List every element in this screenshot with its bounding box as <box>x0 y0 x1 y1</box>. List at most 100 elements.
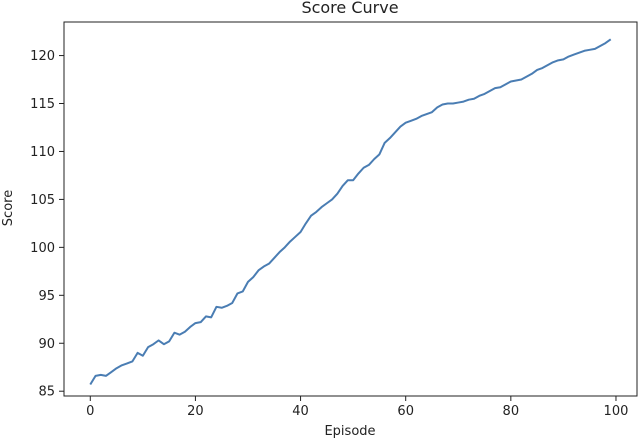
data-point <box>247 281 249 283</box>
data-point <box>342 185 344 187</box>
data-point <box>399 126 401 128</box>
y-tick-label: 100 <box>30 241 55 256</box>
y-tick-label: 95 <box>38 289 55 304</box>
data-point <box>310 215 312 217</box>
y-axis-label: Score <box>1 190 16 226</box>
data-point <box>526 76 528 78</box>
data-point <box>415 118 417 120</box>
data-point <box>583 50 585 52</box>
data-point <box>284 246 286 248</box>
data-point <box>231 302 233 304</box>
data-point <box>331 198 333 200</box>
data-point <box>189 326 191 328</box>
data-point <box>179 334 181 336</box>
data-point <box>226 305 228 307</box>
data-point <box>484 93 486 95</box>
data-point <box>142 355 144 357</box>
data-point <box>547 64 549 66</box>
data-point <box>210 316 212 318</box>
series-line <box>89 38 612 386</box>
data-point <box>147 346 149 348</box>
data-point <box>578 52 580 54</box>
data-point <box>168 340 170 342</box>
data-point <box>505 83 507 85</box>
data-point <box>215 306 217 308</box>
data-point <box>126 362 128 364</box>
data-point <box>184 331 186 333</box>
data-point <box>252 276 254 278</box>
data-point <box>552 61 554 63</box>
x-tick-label: 100 <box>604 404 629 419</box>
data-point <box>436 106 438 108</box>
x-tick-label: 0 <box>86 404 94 419</box>
data-point <box>410 120 412 122</box>
data-point <box>520 79 522 81</box>
data-point <box>163 343 165 345</box>
data-point <box>200 321 202 323</box>
data-point <box>242 290 244 292</box>
data-point <box>289 241 291 243</box>
chart-title: Score Curve <box>301 0 398 17</box>
data-point <box>373 158 375 160</box>
data-point <box>258 269 260 271</box>
data-point <box>268 263 270 265</box>
y-tick-label: 85 <box>38 385 55 400</box>
data-point <box>205 315 207 317</box>
data-point <box>158 339 160 341</box>
data-point <box>468 99 470 101</box>
data-point <box>121 364 123 366</box>
data-point <box>152 343 154 345</box>
y-tick-label: 105 <box>30 193 55 208</box>
data-point <box>131 360 133 362</box>
y-tick-label: 115 <box>30 97 55 112</box>
data-point <box>378 153 380 155</box>
data-point <box>389 137 391 139</box>
data-point <box>137 352 139 354</box>
data-point <box>441 103 443 105</box>
data-point <box>384 142 386 144</box>
data-point <box>610 38 612 40</box>
data-point <box>557 59 559 61</box>
data-point <box>236 292 238 294</box>
data-point <box>573 54 575 56</box>
data-point <box>305 222 307 224</box>
data-point <box>510 80 512 82</box>
data-point <box>420 115 422 117</box>
data-point <box>105 375 107 377</box>
data-point <box>599 45 601 47</box>
data-point <box>110 371 112 373</box>
data-point <box>279 251 281 253</box>
data-point <box>463 101 465 103</box>
data-point <box>300 231 302 233</box>
x-tick-label: 40 <box>292 404 309 419</box>
data-point <box>452 103 454 105</box>
data-point <box>515 79 517 81</box>
data-point <box>589 49 591 51</box>
data-point <box>457 102 459 104</box>
data-point <box>263 266 265 268</box>
data-point <box>499 86 501 88</box>
data-point <box>352 179 354 181</box>
data-point <box>116 367 118 369</box>
data-point <box>604 42 606 44</box>
data-point <box>368 164 370 166</box>
data-point <box>431 111 433 113</box>
data-point <box>536 69 538 71</box>
data-point <box>336 193 338 195</box>
data-point <box>531 73 533 75</box>
data-point <box>221 307 223 309</box>
data-point <box>347 179 349 181</box>
data-point <box>494 87 496 89</box>
y-tick-label: 90 <box>38 337 55 352</box>
data-point <box>568 56 570 58</box>
data-point <box>426 113 428 115</box>
x-tick-label: 60 <box>397 404 414 419</box>
data-point <box>489 90 491 92</box>
data-point <box>89 383 91 385</box>
data-point <box>405 122 407 124</box>
data-point <box>194 322 196 324</box>
x-tick-label: 20 <box>187 404 204 419</box>
data-point <box>357 173 359 175</box>
